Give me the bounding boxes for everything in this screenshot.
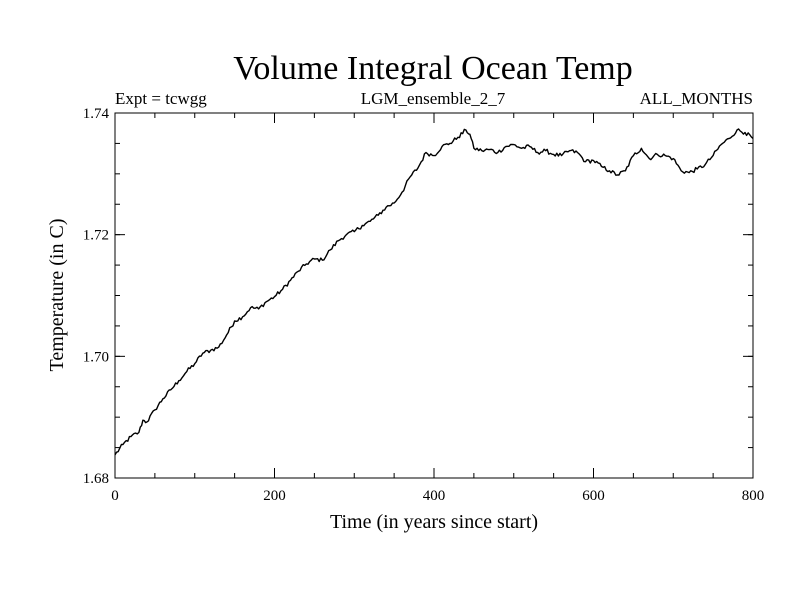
axis-ticks [114,112,754,479]
y-tick-label: 1.70 [83,349,109,365]
x-tick-label: 200 [263,488,286,504]
y-axis-label: Temperature (in C) [46,219,68,372]
x-tick-label: 800 [742,488,765,504]
y-tick-label: 1.74 [83,106,110,122]
chart-title: Volume Integral Ocean Temp [233,50,633,87]
tick-labels: 0 200 400 600 800 1.68 1.70 1.72 1.74 [83,106,765,504]
subtitle-ensemble: LGM_ensemble_2_7 [361,89,506,108]
y-tick-label: 1.68 [83,471,109,487]
subtitle-months: ALL_MONTHS [640,89,753,108]
x-axis-label: Time (in years since start) [330,511,538,533]
x-tick-label: 400 [423,488,446,504]
plot-frame [114,112,754,479]
x-tick-label: 600 [582,488,605,504]
temperature-series-line [114,128,754,456]
x-tick-label: 0 [111,488,119,504]
subtitle-experiment: Expt = tcwgg [115,89,207,108]
y-tick-label: 1.72 [83,228,109,244]
